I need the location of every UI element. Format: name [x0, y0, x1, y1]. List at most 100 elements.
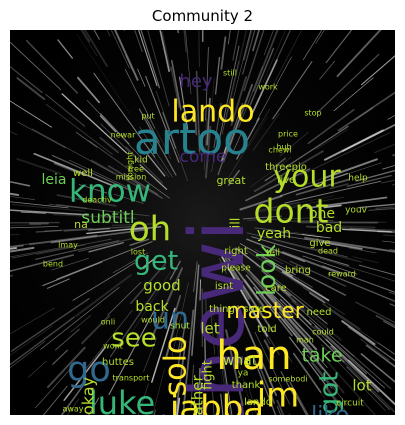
star-streak	[289, 381, 309, 415]
wordcloud-word: stop	[304, 109, 321, 118]
star-streak	[86, 100, 146, 163]
star-streak	[70, 315, 91, 333]
star-streak	[239, 195, 283, 211]
star-streak	[322, 265, 395, 293]
star-streak	[283, 318, 313, 352]
star-streak	[90, 159, 145, 191]
star-streak	[291, 299, 306, 313]
star-streak	[147, 30, 170, 107]
star-streak	[144, 115, 160, 143]
wordcloud-word: got	[315, 372, 345, 415]
star-streak	[282, 346, 293, 363]
wordcloud-word: wont	[103, 342, 123, 351]
star-streak	[35, 362, 76, 409]
wordcloud-word: cant	[169, 414, 187, 416]
star-streak	[54, 328, 80, 351]
star-streak	[326, 360, 377, 415]
wordcloud-word: jabba	[169, 389, 264, 416]
star-streak	[347, 326, 395, 362]
star-streak	[10, 246, 69, 258]
star-streak	[341, 345, 392, 390]
star-streak	[360, 353, 395, 383]
star-streak	[250, 275, 310, 340]
wordcloud-word: mission	[116, 173, 147, 182]
star-streak	[279, 298, 345, 363]
star-streak	[16, 77, 46, 101]
star-streak	[375, 206, 395, 209]
star-streak	[198, 30, 200, 68]
star-streak	[10, 242, 35, 247]
star-streak	[108, 308, 156, 396]
wordcloud-word: one	[309, 206, 335, 222]
star-streak	[273, 256, 301, 270]
star-streak	[314, 325, 368, 375]
star-streak	[143, 338, 157, 373]
star-streak	[268, 195, 335, 210]
wordcloud-word: like	[311, 403, 349, 415]
star-streak	[10, 224, 42, 226]
star-streak	[224, 30, 248, 124]
star-streak	[254, 227, 279, 231]
star-streak	[354, 107, 374, 121]
star-streak	[357, 203, 395, 209]
star-streak	[194, 112, 198, 136]
star-streak	[214, 56, 221, 95]
wordcloud-word: please	[221, 264, 251, 274]
star-streak	[316, 129, 349, 150]
wordcloud-word: give	[309, 238, 330, 249]
star-streak	[129, 238, 150, 246]
star-streak	[174, 294, 182, 312]
star-streak	[329, 309, 395, 355]
star-streak	[183, 30, 187, 53]
star-streak	[268, 293, 312, 339]
star-streak	[236, 117, 260, 160]
star-streak	[255, 196, 345, 213]
star-streak	[110, 30, 130, 69]
wordcloud-word: im	[257, 376, 300, 416]
star-streak	[226, 108, 271, 181]
star-streak	[348, 227, 395, 232]
star-streak	[164, 311, 179, 360]
wordcloud-word: work	[258, 83, 278, 92]
star-streak	[145, 75, 180, 163]
star-streak	[107, 165, 163, 199]
star-streak	[25, 39, 79, 94]
star-streak	[109, 288, 157, 358]
star-streak	[242, 215, 282, 220]
star-streak	[341, 320, 376, 346]
star-streak	[215, 324, 227, 397]
star-streak	[346, 366, 391, 411]
star-streak	[227, 169, 240, 186]
star-streak	[225, 329, 244, 407]
star-streak	[51, 257, 89, 271]
star-streak	[281, 271, 330, 302]
star-streak	[253, 277, 289, 316]
star-streak	[53, 162, 85, 176]
wordcloud-word: thank	[232, 380, 261, 391]
star-streak	[324, 158, 378, 179]
star-streak	[209, 305, 216, 355]
star-streak	[254, 249, 284, 265]
star-streak	[281, 220, 334, 222]
star-streak	[293, 332, 339, 387]
star-streak	[262, 30, 286, 83]
wordcloud-word: un	[151, 302, 189, 337]
star-streak	[346, 174, 392, 187]
star-streak	[329, 183, 349, 190]
star-streak	[327, 273, 395, 302]
wordcloud-word: huttes	[102, 357, 134, 368]
star-streak	[304, 236, 395, 253]
star-streak	[298, 340, 323, 370]
star-streak	[247, 270, 306, 333]
star-streak	[40, 287, 120, 350]
wordcloud-word: bring	[285, 265, 311, 276]
star-streak	[10, 201, 69, 209]
star-streak	[147, 154, 166, 177]
star-streak	[253, 286, 293, 337]
star-streak	[279, 287, 342, 341]
star-streak	[315, 30, 325, 44]
star-streak	[237, 305, 278, 397]
star-streak	[177, 323, 186, 369]
wordcloud-word: lost	[131, 248, 145, 257]
star-streak	[247, 216, 336, 221]
